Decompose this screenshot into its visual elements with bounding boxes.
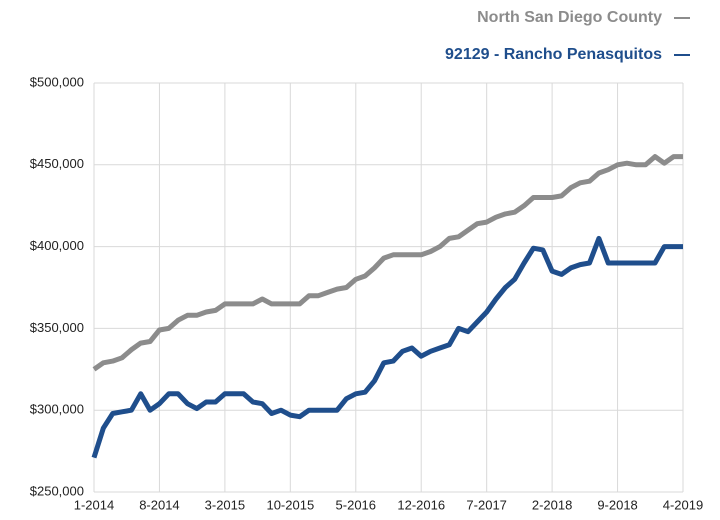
- x-tick-label: 12-2016: [397, 497, 445, 512]
- y-tick-label: $300,000: [30, 402, 84, 417]
- x-tick-label: 5-2016: [336, 497, 376, 512]
- x-tick-label: 1-2014: [74, 497, 114, 512]
- y-tick-label: $350,000: [30, 320, 84, 335]
- y-tick-label: $450,000: [30, 156, 84, 171]
- legend-label: 92129 - Rancho Penasquitos: [445, 46, 662, 63]
- x-tick-label: 7-2017: [466, 497, 506, 512]
- legend-label: North San Diego County: [477, 9, 662, 26]
- series-line: [92, 154, 683, 372]
- x-tick-label: 9-2018: [597, 497, 637, 512]
- y-tick-label: $250,000: [30, 483, 84, 498]
- x-tick-label: 3-2015: [205, 497, 245, 512]
- x-tick-label: 4-2019: [663, 497, 703, 512]
- y-tick-label: $400,000: [30, 238, 84, 253]
- x-tick-label: 8-2014: [139, 497, 179, 512]
- y-tick-label: $500,000: [30, 74, 84, 89]
- x-tick-label: 2-2018: [532, 497, 572, 512]
- series-line: [91, 235, 683, 459]
- x-tick-label: 10-2015: [266, 497, 314, 512]
